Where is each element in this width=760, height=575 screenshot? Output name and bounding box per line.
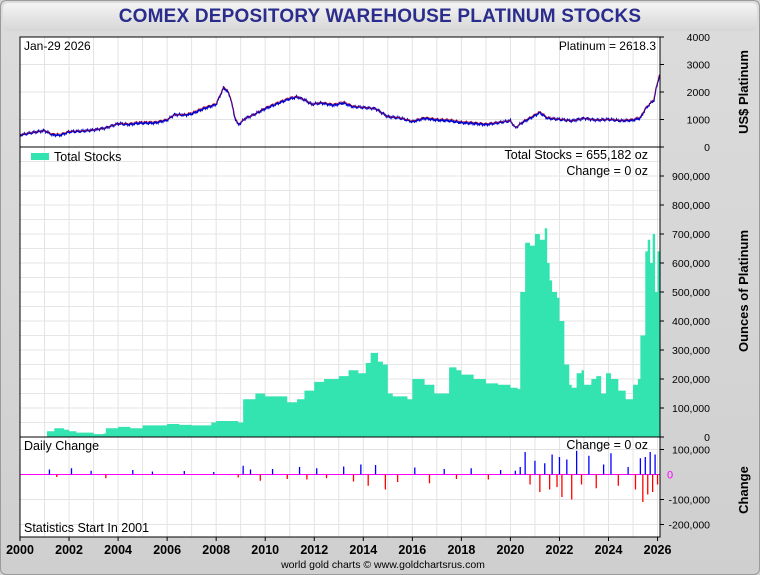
total-stocks-label: Total Stocks = 655,182 oz xyxy=(505,148,649,162)
price-axis-title: US$ Platinum xyxy=(736,50,751,134)
stocks-ytick: 800,000 xyxy=(672,200,710,212)
x-tick-label: 2006 xyxy=(153,543,181,557)
chart-title: COMEX DEPOSITORY WAREHOUSE PLATINUM STOC… xyxy=(118,6,642,27)
change-ytick: -100,000 xyxy=(669,495,711,507)
change-axis-title: Change xyxy=(736,466,751,514)
stocks-ytick: 600,000 xyxy=(672,258,710,270)
x-tick-label: 2024 xyxy=(595,543,623,557)
x-tick-label: 2000 xyxy=(6,543,34,557)
change-ytick: 100,000 xyxy=(672,445,710,457)
price-ytick: 2000 xyxy=(687,87,711,99)
price-date-label: Jan-29 2026 xyxy=(24,39,91,53)
stocks-axis-title: Ounces of Platinum xyxy=(736,230,751,352)
change-series: 0 xyxy=(20,450,673,502)
price-ytick: 0 xyxy=(704,142,710,154)
y-tick-labels: 0 1000 2000 3000 4000 100,000 200,000 300,000 40… xyxy=(660,32,710,532)
price-ytick: 4000 xyxy=(687,32,711,44)
x-tick-labels: 2000 2002 2004 2006 2008 2010 2012 2014 2016 2018… xyxy=(6,537,671,557)
axes xyxy=(19,36,661,538)
x-tick-label: 2008 xyxy=(202,543,230,557)
x-tick-label: 2026 xyxy=(644,543,672,557)
x-tick-label: 2012 xyxy=(300,543,328,557)
stocks-ytick: 700,000 xyxy=(672,229,710,241)
price-ytick: 1000 xyxy=(687,115,711,127)
footer-credit: world gold charts © www.goldchartsrus.co… xyxy=(280,559,485,571)
stocks-ytick: 900,000 xyxy=(672,171,710,183)
x-tick-label: 2010 xyxy=(251,543,279,557)
x-tick-label: 2014 xyxy=(349,543,377,557)
x-tick-label: 2018 xyxy=(447,543,475,557)
change-panel-bg xyxy=(20,437,660,537)
change-ytick: -200,000 xyxy=(669,520,711,532)
legend-label: Total Stocks xyxy=(54,150,121,164)
price-value-label: Platinum = 2618.3 xyxy=(559,39,656,53)
stocks-ytick: 400,000 xyxy=(672,316,710,328)
price-ytick: 3000 xyxy=(687,60,711,72)
stocks-ytick: 500,000 xyxy=(672,287,710,299)
stocks-series xyxy=(46,228,660,437)
daily-change-label: Daily Change xyxy=(24,439,99,453)
stocks-change-label: Change = 0 oz xyxy=(566,164,648,178)
x-tick-label: 2004 xyxy=(104,543,132,557)
x-tick-label: 2002 xyxy=(55,543,83,557)
x-tick-label: 2022 xyxy=(546,543,574,557)
statistics-start-note: Statistics Start In 2001 xyxy=(24,521,149,535)
stocks-ytick: 0 xyxy=(704,432,710,444)
stocks-ytick: 300,000 xyxy=(672,345,710,357)
x-tick-label: 2016 xyxy=(398,543,426,557)
stocks-area-fill xyxy=(46,228,660,437)
legend-swatch xyxy=(31,153,49,160)
stocks-ytick: 200,000 xyxy=(672,374,710,386)
price-line-up xyxy=(19,74,660,136)
price-series xyxy=(19,74,661,138)
price-line xyxy=(19,74,661,138)
change-zero-label: 0 xyxy=(667,470,673,482)
x-tick-label: 2020 xyxy=(497,543,525,557)
daily-change-value: Change = 0 oz xyxy=(566,438,648,452)
title-bar: COMEX DEPOSITORY WAREHOUSE PLATINUM STOC… xyxy=(3,3,757,31)
stocks-ytick: 100,000 xyxy=(672,403,710,415)
